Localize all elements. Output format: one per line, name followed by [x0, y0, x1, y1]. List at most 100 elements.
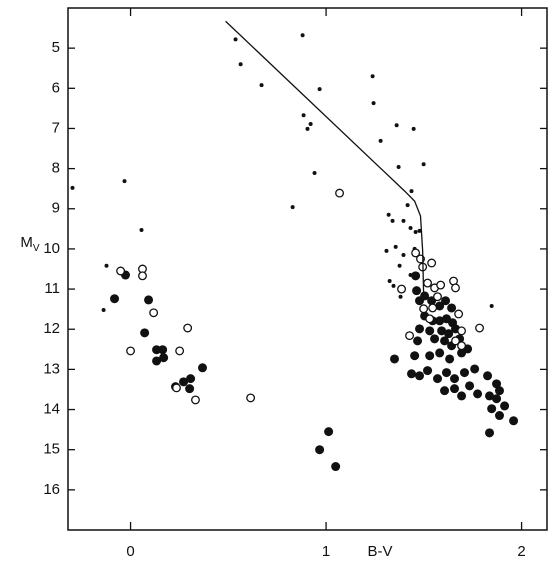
star-point: [413, 230, 418, 235]
star-point: [149, 308, 159, 318]
star-point: [451, 283, 460, 293]
y-tick-label: 10: [43, 240, 60, 257]
star-point: [430, 334, 440, 344]
star-point: [450, 374, 460, 384]
star-point: [457, 326, 467, 336]
y-tick-label: 15: [43, 441, 60, 458]
star-point: [487, 404, 497, 414]
star-point: [454, 309, 464, 319]
fit-line: [225, 20, 425, 296]
star-point: [415, 324, 425, 334]
star-point: [335, 188, 345, 198]
star-point: [158, 345, 168, 355]
y-axis-label-main: M: [20, 234, 33, 251]
y-tick-label: 14: [43, 401, 60, 418]
star-point: [305, 126, 310, 131]
star-point: [459, 368, 469, 378]
star-point: [425, 314, 435, 324]
star-point: [415, 371, 425, 381]
star-point: [419, 304, 429, 314]
y-tick-label: 5: [52, 39, 60, 56]
star-point: [435, 301, 445, 311]
star-point: [450, 384, 460, 394]
star-point: [405, 331, 415, 341]
star-point: [386, 212, 391, 217]
star-point: [440, 386, 450, 396]
y-tick-label: 12: [43, 320, 60, 337]
star-point: [494, 386, 504, 396]
star-point: [408, 226, 413, 231]
star-point: [485, 391, 495, 401]
star-point: [401, 218, 406, 223]
star-point: [457, 341, 467, 351]
y-tick-label: 9: [52, 200, 60, 217]
star-point: [308, 122, 313, 127]
star-point: [445, 354, 455, 364]
star-point: [324, 427, 334, 437]
star-point: [233, 37, 238, 42]
star-point: [183, 323, 193, 333]
star-point: [417, 228, 422, 233]
star-point: [384, 248, 389, 253]
star-point: [126, 346, 136, 356]
star-point: [401, 252, 406, 257]
star-point: [435, 316, 445, 326]
star-point: [259, 83, 264, 88]
star-point: [317, 87, 322, 92]
star-point: [397, 263, 402, 268]
star-point: [290, 205, 295, 210]
star-point: [191, 395, 200, 405]
star-point: [101, 307, 106, 312]
star-point: [457, 391, 467, 401]
star-point: [398, 294, 403, 299]
star-point: [423, 278, 432, 288]
star-point: [104, 263, 109, 268]
star-point: [152, 356, 162, 366]
star-point: [427, 258, 437, 268]
star-point: [144, 295, 154, 305]
star-point: [485, 428, 495, 438]
star-point: [492, 394, 502, 404]
star-point: [370, 74, 375, 79]
y-axis-label-sub: V: [33, 243, 40, 254]
star-point: [441, 296, 451, 306]
star-point: [378, 138, 383, 143]
star-point: [489, 303, 494, 308]
star-point: [394, 123, 399, 128]
star-point: [140, 328, 150, 338]
star-point: [405, 203, 410, 208]
star-point: [473, 389, 483, 399]
star-point: [409, 189, 414, 194]
star-point: [411, 248, 421, 258]
star-point: [410, 351, 420, 361]
star-point: [428, 303, 438, 313]
star-point: [172, 383, 181, 393]
star-point: [411, 126, 416, 131]
star-point: [122, 179, 127, 184]
star-point: [509, 416, 519, 426]
star-point: [110, 294, 120, 304]
star-point: [159, 353, 169, 363]
star-point: [139, 228, 144, 233]
star-point: [390, 354, 400, 364]
y-tick-label: 7: [52, 119, 60, 136]
star-point: [411, 271, 421, 281]
star-point: [116, 266, 126, 276]
star-point: [475, 323, 484, 333]
star-point: [70, 185, 75, 190]
star-point: [393, 244, 398, 249]
star-point: [315, 445, 325, 455]
star-point: [301, 113, 306, 118]
star-point: [447, 303, 457, 313]
star-point: [433, 292, 442, 302]
star-point: [423, 366, 433, 376]
star-point: [179, 377, 189, 387]
y-tick-label: 13: [43, 360, 60, 377]
star-point: [407, 369, 417, 379]
star-point: [421, 162, 426, 167]
x-axis-label: B-V: [367, 543, 392, 560]
star-point: [420, 291, 430, 301]
y-tick-label: 8: [52, 160, 60, 177]
